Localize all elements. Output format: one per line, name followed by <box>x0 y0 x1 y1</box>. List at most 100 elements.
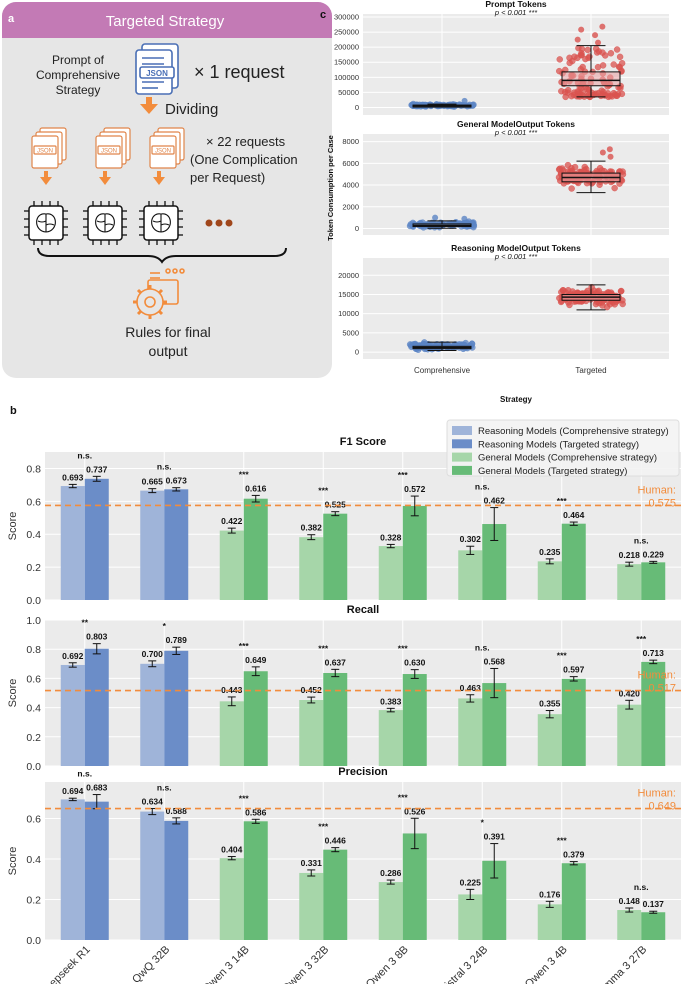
significance-label: ** <box>81 618 88 628</box>
value-label: 0.235 <box>539 547 561 557</box>
bar-targeted <box>84 648 109 766</box>
brace-icon <box>37 247 287 264</box>
data-point <box>611 91 619 98</box>
y-axis-label: Score <box>7 512 19 541</box>
rules-line-1: Rules for final <box>125 324 211 340</box>
data-point <box>616 53 624 61</box>
bar-comprehensive <box>378 882 403 940</box>
box-group-1 <box>555 146 627 194</box>
value-label: 0.673 <box>166 476 188 486</box>
significance-label: *** <box>398 792 409 802</box>
significance-label: *** <box>318 822 329 832</box>
bar-targeted <box>164 489 189 600</box>
data-point <box>566 54 573 62</box>
y-tick-label: 100000 <box>334 73 359 82</box>
y-tick-label: 10000 <box>338 309 359 318</box>
significance-label: * <box>481 818 485 828</box>
bar-targeted <box>164 820 189 940</box>
bar-targeted <box>641 912 666 940</box>
box-group-1 <box>556 23 626 101</box>
value-label: 0.665 <box>142 477 164 487</box>
legend: Reasoning Models (Comprehensive strategy… <box>446 419 680 477</box>
data-point <box>618 90 626 98</box>
brain-icon <box>95 213 115 233</box>
chart-title: Reasoning ModelOutput Tokens <box>451 243 581 253</box>
outlier-point <box>574 36 581 43</box>
outlier-point <box>599 23 606 30</box>
bar-comprehensive <box>617 564 642 600</box>
value-label: 0.383 <box>380 696 402 706</box>
value-label: 0.597 <box>563 665 585 675</box>
value-label: 0.803 <box>86 632 108 642</box>
legend-label: General Models (Targeted strategy) <box>478 466 627 477</box>
data-point <box>584 46 591 54</box>
json-doc-stack-icon-1 <box>31 127 67 169</box>
y-axis-label: Score <box>7 679 19 708</box>
x-tick-label: QwQ 32B <box>130 944 172 984</box>
bar-targeted <box>323 849 348 940</box>
outlier-point <box>599 149 606 156</box>
y-tick-label: 0.0 <box>26 595 41 607</box>
legend-label: Reasoning Models (Comprehensive strategy… <box>478 426 669 437</box>
data-point <box>599 49 606 56</box>
bar-comprehensive <box>617 704 642 766</box>
y-tick-label: 0.6 <box>26 496 41 508</box>
y-tick-label: 2000 <box>342 202 359 211</box>
y-tick-label: 8000 <box>342 137 359 146</box>
bar-comprehensive <box>219 530 244 600</box>
panel-a: a Targeted Strategy Prompt of Comprehens… <box>2 2 332 378</box>
y-tick-label: 0 <box>355 224 359 233</box>
prompt-line-2: Comprehensive <box>36 68 120 82</box>
outlier-point <box>607 153 614 160</box>
legend-label: Reasoning Models (Targeted strategy) <box>478 439 639 450</box>
human-label: Human: <box>637 484 676 496</box>
brain-icon <box>36 213 56 233</box>
rules-gear-icon <box>133 268 185 319</box>
outlier-point <box>592 32 599 39</box>
bar-targeted <box>641 661 666 766</box>
outlier-point <box>595 39 602 46</box>
panel-a-header-base <box>2 24 332 38</box>
value-label: 0.588 <box>166 806 188 816</box>
bar-comprehensive <box>219 701 244 766</box>
data-point <box>570 89 578 96</box>
significance-label: * <box>163 621 167 631</box>
bar-comprehensive <box>299 537 324 600</box>
data-point <box>610 61 617 68</box>
y-tick-label: 6000 <box>342 159 359 168</box>
p-value: p < 0.001 *** <box>494 252 538 261</box>
data-point <box>568 185 575 192</box>
value-label: 0.355 <box>539 699 561 709</box>
value-label: 0.302 <box>460 534 482 544</box>
y-axis-label: Token Consumption per Case <box>326 135 335 241</box>
significance-label: *** <box>398 644 409 654</box>
x-tick-label: Targeted <box>575 366 606 375</box>
data-point <box>577 51 585 59</box>
human-label: Human: <box>637 670 676 682</box>
bar-comprehensive <box>60 486 85 600</box>
json-document-icon <box>135 43 179 95</box>
bar-comprehensive <box>378 710 403 766</box>
bar-comprehensive <box>537 561 562 600</box>
prompt-line-1: Prompt of <box>52 53 105 67</box>
significance-label: *** <box>557 651 568 661</box>
panel-b-letter: b <box>10 405 17 417</box>
chip-icon-1 <box>24 201 68 245</box>
data-point <box>592 90 600 97</box>
y-tick-label: 0 <box>355 103 359 112</box>
dividing-arrow-icon <box>140 97 158 114</box>
bar-comprehensive <box>537 904 562 940</box>
json-label-small-2: JSON <box>101 149 117 155</box>
value-label: 0.634 <box>142 797 164 807</box>
value-label: 0.229 <box>643 549 665 559</box>
data-point <box>564 86 572 94</box>
y-tick-label: 0.8 <box>26 463 41 475</box>
outlier-point <box>578 26 585 33</box>
legend-swatch <box>452 439 472 449</box>
json-label-small-3: JSON <box>155 149 171 155</box>
y-tick-label: 300000 <box>334 13 359 22</box>
data-point <box>579 63 586 71</box>
value-label: 0.286 <box>380 868 402 878</box>
p-value: p < 0.001 *** <box>494 8 538 17</box>
